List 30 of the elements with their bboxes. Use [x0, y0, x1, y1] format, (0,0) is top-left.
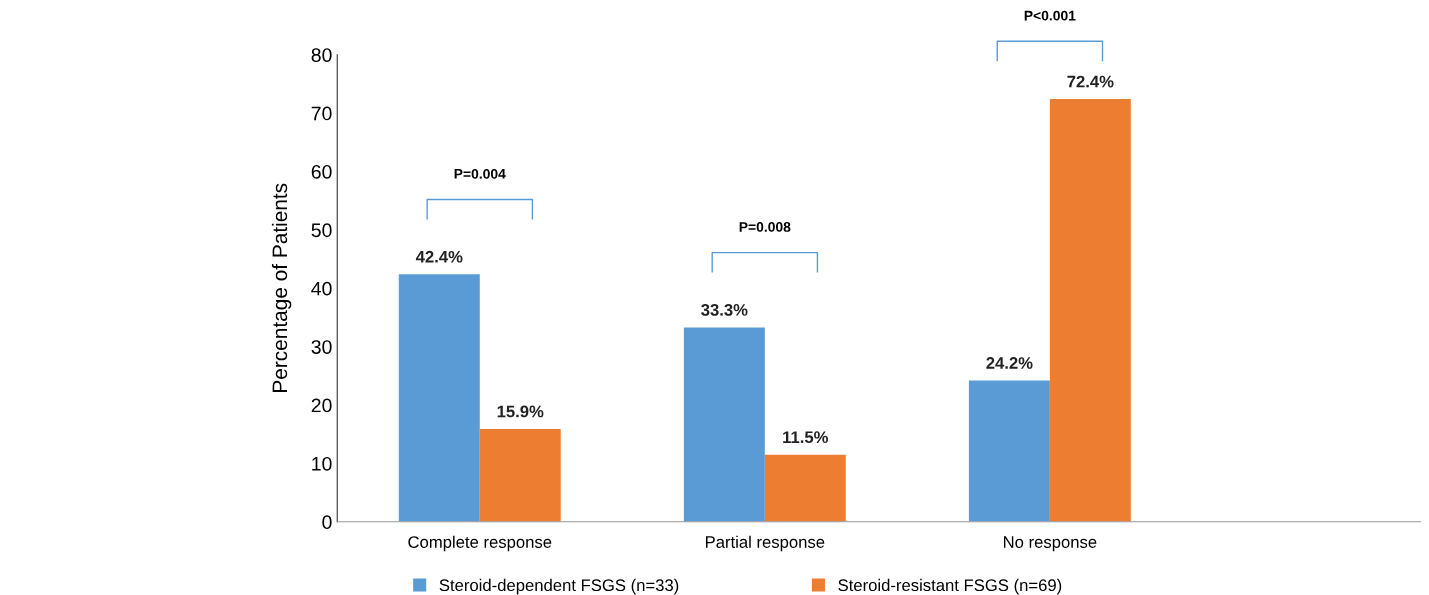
y-tick-label: 0 — [322, 515, 332, 530]
legend-label: Steroid-resistant FSGS (n=69) — [838, 578, 1062, 595]
bar — [764, 454, 846, 522]
y-tick-label: 60 — [311, 164, 332, 179]
data-label: 24.2% — [986, 357, 1033, 369]
legend-label: Steroid-dependent FSGS (n=33) — [439, 578, 679, 595]
x-tick-label: No response — [1003, 536, 1097, 552]
data-label: 33.3% — [701, 303, 748, 316]
y-tick-label: 70 — [311, 106, 332, 121]
bar — [398, 274, 480, 522]
bar — [1049, 99, 1131, 522]
data-label: 72.4% — [1067, 75, 1114, 88]
x-tick-label: Complete response — [408, 535, 552, 552]
annotation: P=0.004 — [454, 168, 506, 179]
y-axis-title: Percentage of Patients — [271, 183, 292, 392]
annotation: P=0.008 — [739, 222, 791, 232]
data-label: 11.5% — [783, 431, 829, 444]
x-tick-label: Partial response — [705, 535, 825, 552]
data-label: 15.9% — [497, 405, 544, 418]
y-tick-label: 30 — [311, 340, 332, 354]
bar — [479, 428, 561, 522]
y-tick-label: 50 — [311, 223, 332, 238]
bar — [683, 327, 765, 522]
y-tick-label: 40 — [311, 281, 332, 296]
y-tick-label: 80 — [311, 48, 332, 62]
text: P<0.001 — [1024, 10, 1076, 21]
y-tick-label: 10 — [312, 456, 332, 471]
data-label: 42.4% — [415, 250, 463, 263]
bar — [968, 380, 1050, 522]
y-tick-label: 20 — [311, 398, 332, 413]
